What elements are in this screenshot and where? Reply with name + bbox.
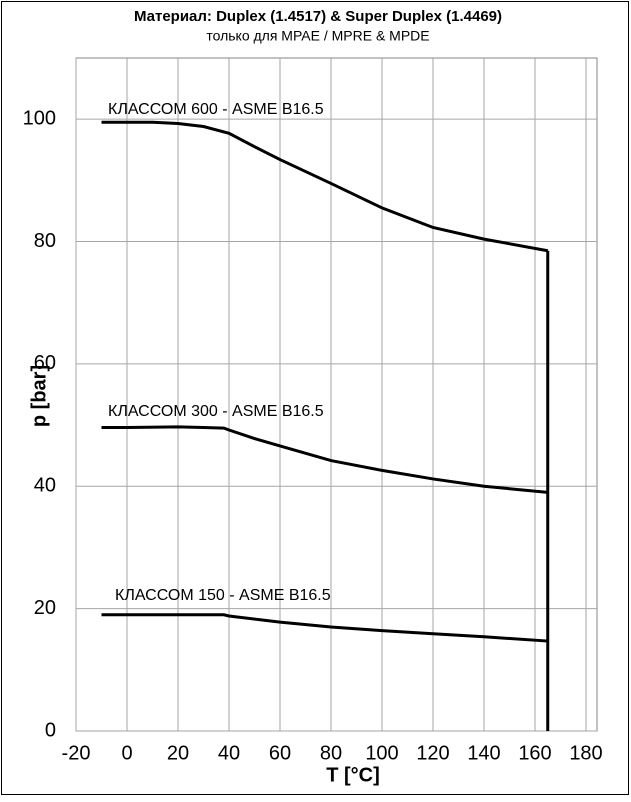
y-tick-label: 20 (34, 597, 56, 619)
x-tick-label: 140 (467, 742, 500, 764)
annotation: КЛАССОМ 300 - ASME B16.5 (108, 403, 324, 420)
line (101, 120, 549, 253)
x-tick-label: 60 (269, 742, 291, 764)
annotation: КЛАССОМ 150 - ASME B16.5 (115, 587, 331, 604)
y-axis-label: p [bar] (28, 365, 50, 427)
y-tick-label: 100 (23, 107, 56, 129)
x-tick-label: 20 (167, 742, 189, 764)
x-tick-label: 120 (416, 742, 449, 764)
x-tick-label: 40 (218, 742, 240, 764)
line (101, 613, 548, 643)
y-tick-label: 60 (34, 352, 56, 374)
x-tick-label: 100 (365, 742, 398, 764)
x-tick-label: -20 (62, 742, 91, 764)
annotation: КЛАССОМ 600 - ASME B16.5 (108, 101, 324, 118)
y-tick-label: 0 (45, 719, 56, 741)
y-tick-label: 40 (34, 475, 56, 497)
chart-title: Материал: Duplex (1.4517) & Super Duplex… (134, 8, 502, 25)
x-tick-label: 180 (569, 742, 602, 764)
plot-area (75, 57, 598, 732)
x-tick-label: 80 (320, 742, 342, 764)
line (101, 425, 548, 494)
x-tick-label: 0 (121, 742, 132, 764)
x-tick-label: 160 (518, 742, 551, 764)
x-axis-label: T [°C] (326, 764, 380, 786)
y-tick-label: 80 (34, 230, 56, 252)
chart-subtitle: только для MPAE / MPRE & MPDE (206, 28, 429, 44)
